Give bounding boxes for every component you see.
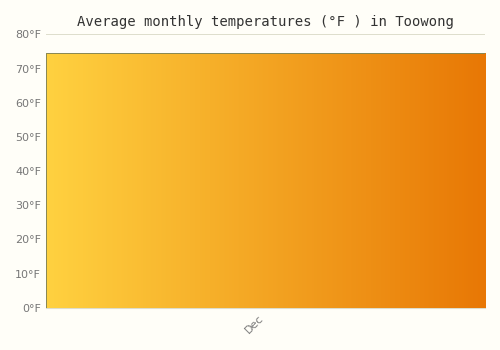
Title: Average monthly temperatures (°F ) in Toowong: Average monthly temperatures (°F ) in To… xyxy=(77,15,454,29)
